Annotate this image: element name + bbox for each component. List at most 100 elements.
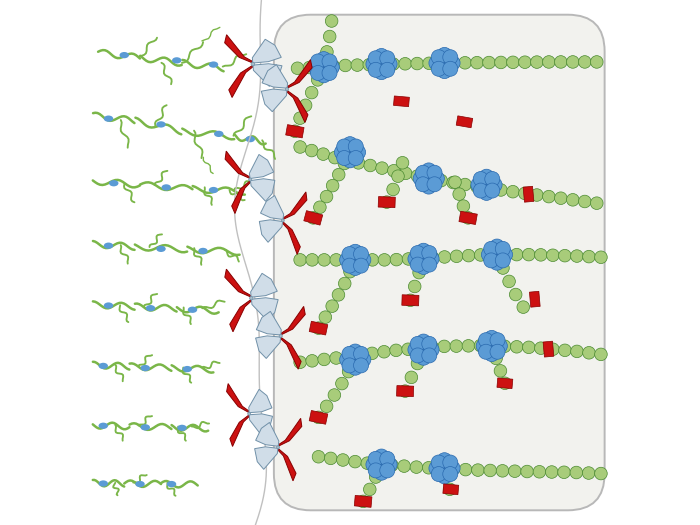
Circle shape bbox=[437, 461, 452, 476]
Circle shape bbox=[250, 297, 253, 300]
Circle shape bbox=[489, 255, 505, 270]
Circle shape bbox=[316, 51, 331, 67]
Circle shape bbox=[361, 457, 374, 469]
Circle shape bbox=[328, 388, 341, 401]
Polygon shape bbox=[225, 269, 251, 297]
Circle shape bbox=[382, 57, 397, 71]
Circle shape bbox=[491, 248, 503, 261]
Circle shape bbox=[566, 194, 579, 206]
Circle shape bbox=[342, 258, 357, 273]
Circle shape bbox=[417, 343, 430, 356]
Circle shape bbox=[438, 250, 451, 263]
Circle shape bbox=[422, 348, 437, 363]
Circle shape bbox=[351, 145, 365, 160]
Circle shape bbox=[475, 249, 487, 261]
Polygon shape bbox=[256, 423, 279, 446]
Circle shape bbox=[429, 56, 444, 70]
Ellipse shape bbox=[104, 243, 113, 249]
Circle shape bbox=[381, 196, 393, 208]
Circle shape bbox=[349, 151, 363, 165]
Circle shape bbox=[458, 57, 471, 69]
Circle shape bbox=[340, 352, 355, 367]
Circle shape bbox=[498, 248, 511, 261]
Ellipse shape bbox=[99, 480, 108, 487]
Ellipse shape bbox=[188, 307, 197, 313]
Circle shape bbox=[337, 454, 349, 466]
Circle shape bbox=[416, 259, 431, 275]
Circle shape bbox=[411, 357, 424, 370]
Circle shape bbox=[547, 249, 559, 261]
Circle shape bbox=[342, 145, 358, 160]
Circle shape bbox=[445, 56, 460, 70]
Circle shape bbox=[326, 300, 339, 312]
Circle shape bbox=[472, 464, 484, 476]
Circle shape bbox=[421, 171, 436, 186]
Circle shape bbox=[305, 86, 318, 99]
Circle shape bbox=[364, 159, 377, 172]
Circle shape bbox=[380, 452, 395, 466]
Circle shape bbox=[498, 377, 511, 390]
Circle shape bbox=[319, 311, 332, 323]
Circle shape bbox=[410, 337, 425, 351]
Circle shape bbox=[374, 465, 389, 480]
Ellipse shape bbox=[120, 52, 129, 58]
Circle shape bbox=[421, 163, 436, 178]
Circle shape bbox=[431, 61, 446, 76]
Circle shape bbox=[356, 253, 371, 267]
Circle shape bbox=[370, 471, 382, 484]
Circle shape bbox=[305, 144, 318, 157]
Circle shape bbox=[450, 340, 463, 352]
Circle shape bbox=[374, 65, 389, 80]
Circle shape bbox=[342, 358, 357, 373]
Ellipse shape bbox=[209, 61, 218, 68]
Circle shape bbox=[438, 462, 451, 475]
Circle shape bbox=[330, 254, 342, 266]
Circle shape bbox=[542, 56, 555, 68]
Circle shape bbox=[368, 463, 383, 478]
Circle shape bbox=[495, 184, 508, 196]
Circle shape bbox=[402, 253, 415, 265]
Circle shape bbox=[316, 68, 331, 83]
Polygon shape bbox=[262, 65, 288, 88]
Circle shape bbox=[375, 58, 388, 71]
Circle shape bbox=[349, 254, 362, 266]
Circle shape bbox=[535, 248, 547, 261]
Circle shape bbox=[320, 190, 332, 203]
Ellipse shape bbox=[109, 180, 118, 186]
Circle shape bbox=[437, 56, 452, 70]
Polygon shape bbox=[443, 484, 459, 495]
Circle shape bbox=[437, 469, 452, 484]
Circle shape bbox=[399, 385, 412, 397]
Circle shape bbox=[248, 178, 252, 181]
Circle shape bbox=[342, 153, 358, 168]
Polygon shape bbox=[287, 90, 308, 122]
Circle shape bbox=[374, 449, 389, 464]
Circle shape bbox=[582, 346, 595, 359]
FancyBboxPatch shape bbox=[274, 15, 605, 510]
Circle shape bbox=[570, 466, 582, 479]
Circle shape bbox=[312, 322, 325, 334]
Circle shape bbox=[340, 253, 355, 267]
Circle shape bbox=[485, 172, 500, 186]
Ellipse shape bbox=[99, 423, 108, 429]
Polygon shape bbox=[232, 181, 251, 214]
Circle shape bbox=[368, 452, 383, 466]
Circle shape bbox=[380, 62, 395, 77]
Circle shape bbox=[414, 342, 426, 354]
Circle shape bbox=[496, 253, 510, 268]
Circle shape bbox=[380, 463, 395, 478]
Circle shape bbox=[426, 341, 438, 353]
Circle shape bbox=[423, 57, 435, 70]
Circle shape bbox=[363, 58, 376, 71]
Circle shape bbox=[322, 54, 337, 69]
Polygon shape bbox=[251, 274, 277, 297]
Polygon shape bbox=[256, 336, 281, 359]
Polygon shape bbox=[378, 196, 395, 208]
Circle shape bbox=[426, 251, 439, 264]
Circle shape bbox=[554, 56, 567, 68]
Ellipse shape bbox=[135, 481, 145, 487]
Circle shape bbox=[416, 334, 431, 349]
Circle shape bbox=[332, 169, 345, 181]
Polygon shape bbox=[227, 384, 249, 413]
Circle shape bbox=[435, 57, 447, 69]
